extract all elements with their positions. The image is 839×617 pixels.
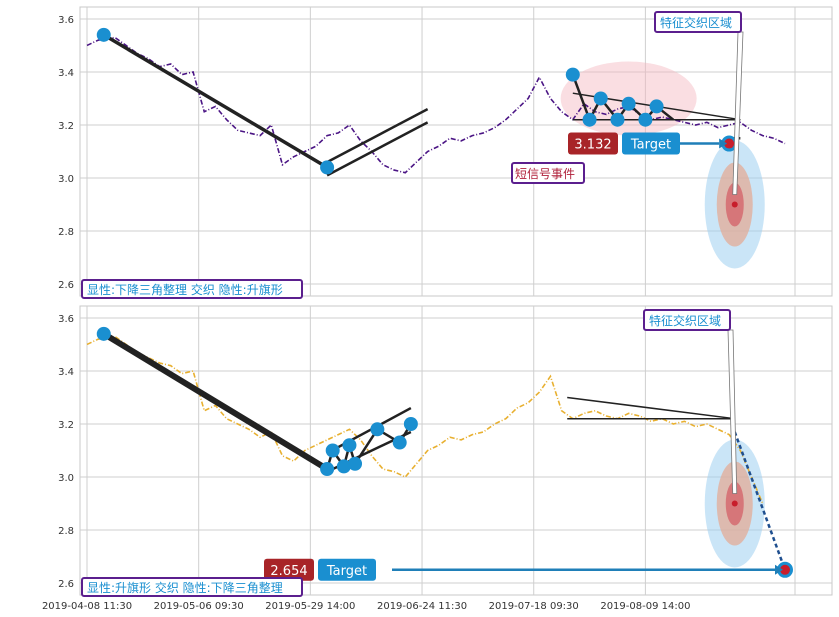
- top-target-label-text: Target: [630, 138, 671, 153]
- top-y-tick-label: 2.8: [58, 227, 74, 238]
- panel-top-background: [79, 6, 833, 297]
- bottom-pattern-point: [320, 462, 335, 477]
- x-tick-label: 2019-05-29 14:00: [265, 601, 355, 612]
- bottom-y-tick-label: 3.2: [58, 420, 74, 431]
- bottom-target-marker-inner: [780, 564, 790, 575]
- bottom-y-tick-label: 3.6: [58, 314, 74, 325]
- top-price-series-line: [86, 36, 786, 174]
- top-target-value-badge: 3.132: [568, 132, 618, 155]
- bottom-target-value-badge: 2.654: [264, 558, 314, 581]
- top-pattern-point: [649, 99, 664, 114]
- top-pattern-point: [582, 112, 597, 127]
- x-tick-label: 2019-08-09 14:00: [600, 601, 690, 612]
- bottom-price-series-line: [86, 335, 764, 504]
- bottom-y-tick-label: 2.8: [58, 526, 74, 537]
- top-pattern-point: [320, 160, 335, 175]
- top-legend: 显性:下降三角整理 交织 隐性:升旗形: [81, 279, 303, 299]
- x-tick-label: 2019-07-18 09:30: [489, 601, 579, 612]
- bottom-pattern-line: [326, 406, 412, 455]
- bottom-pattern-line: [567, 396, 735, 420]
- top-pattern-line: [102, 33, 329, 169]
- bottom-pattern-point: [392, 435, 407, 450]
- bottom-target-label-box: [318, 558, 376, 581]
- top-y-tick-label: 3.4: [58, 68, 74, 79]
- top-feature-label: 特征交织区域: [660, 15, 732, 30]
- bottom-y-tick-label: 3.0: [58, 473, 74, 484]
- top-target-label-box: [622, 132, 680, 155]
- top-pattern-point: [621, 96, 636, 111]
- bottom-target-arrow-head: [775, 564, 783, 575]
- top-target-zone-center: [731, 201, 738, 208]
- panel-bottom-background: [79, 305, 833, 596]
- top-signal-label: 短信号事件: [515, 167, 575, 181]
- top-pattern-line: [326, 107, 429, 164]
- top-pattern-point: [565, 67, 580, 82]
- bottom-pattern-point: [96, 326, 111, 341]
- bottom-target-value-box: [264, 558, 314, 581]
- top-target-label-badge: Target: [622, 132, 680, 155]
- top-y-tick-label: 3.2: [58, 121, 74, 132]
- bottom-legend: 显性:升旗形 交织 隐性:下降三角整理: [81, 577, 303, 597]
- bottom-target-label-text: Target: [326, 564, 367, 579]
- bottom-pattern-point: [370, 422, 385, 437]
- bottom-y-tick-label: 2.6: [58, 579, 74, 590]
- bottom-pattern-point: [342, 438, 357, 453]
- bottom-feature-label: 特征交织区域: [649, 313, 721, 328]
- top-target-arrow-head: [719, 138, 728, 149]
- x-tick-label: 2019-04-08 11:30: [42, 601, 132, 612]
- top-target-value-text: 3.132: [574, 138, 611, 153]
- top-pattern-point: [593, 91, 608, 106]
- bottom-feature-pointer: [727, 329, 738, 494]
- bottom-pattern-point: [336, 459, 351, 474]
- bottom-plot-layer: 2.6 2.8 3.0 3.2 3.4 3.6 2.654 Target: [58, 306, 832, 595]
- bottom-pattern-point: [325, 443, 340, 458]
- top-feature-callout: 特征交织区域: [654, 11, 742, 33]
- x-tick-label: 2019-06-24 11:30: [377, 601, 467, 612]
- bottom-target-label-badge: Target: [318, 558, 376, 581]
- top-target-value-box: [568, 132, 618, 155]
- top-y-tick-label: 2.6: [58, 280, 74, 291]
- top-plot-layer: 2.6 2.8 3.0 3.2 3.4 3.6 3.132 Target: [58, 7, 832, 296]
- bottom-pattern-point: [403, 416, 418, 431]
- bottom-y-tick-label: 3.4: [58, 367, 74, 378]
- top-pattern-point: [96, 27, 111, 42]
- top-target-marker-inner: [724, 138, 735, 149]
- top-legend-text: 显性:下降三角整理 交织 隐性:升旗形: [87, 282, 283, 297]
- x-tick-label: 2019-05-06 09:30: [154, 601, 244, 612]
- bottom-target-zone-center: [731, 500, 738, 507]
- bottom-pattern-point: [348, 456, 363, 471]
- top-y-tick-label: 3.6: [58, 15, 74, 26]
- bottom-target-value-text: 2.654: [270, 564, 307, 579]
- top-y-tick-label: 3.0: [58, 174, 74, 185]
- top-pattern-point: [638, 112, 653, 127]
- bottom-pattern-line: [102, 331, 329, 472]
- top-pattern-line: [326, 121, 429, 177]
- bottom-legend-text: 显性:升旗形 交织 隐性:下降三角整理: [87, 580, 283, 595]
- top-pattern-point: [610, 112, 625, 127]
- top-signal-callout: 短信号事件: [511, 162, 585, 184]
- bottom-pattern-line: [733, 431, 787, 571]
- bottom-feature-callout: 特征交织区域: [643, 309, 731, 331]
